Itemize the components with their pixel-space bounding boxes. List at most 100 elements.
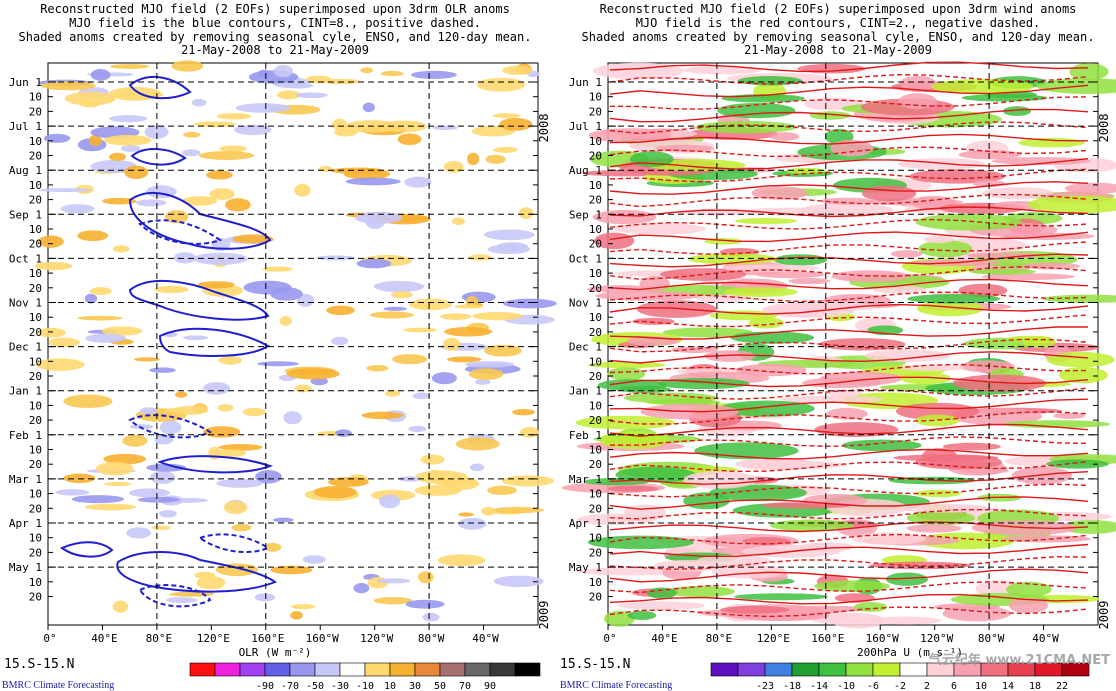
olr-anomaly-patch	[443, 161, 464, 173]
date-tick-label: Aug 1	[569, 164, 602, 177]
date-tick-label: 10	[589, 399, 602, 412]
olr-anomaly-patch	[397, 133, 422, 146]
wind-anomaly-patch	[915, 213, 1022, 231]
wind-anomaly-patch	[666, 585, 735, 598]
wind-anomaly-patch	[786, 167, 827, 175]
olr-anomaly-patch	[270, 565, 313, 575]
olr-anomaly-patch	[485, 154, 506, 164]
olr-anomaly-patch	[231, 523, 252, 532]
wind-anomaly-patch	[942, 605, 1012, 622]
olr-anomaly-patch	[196, 576, 226, 590]
wind-anomaly-patch	[923, 235, 955, 244]
colorbar-label: -10	[837, 681, 855, 691]
wind-anomaly-patch	[897, 503, 992, 513]
olr-anomaly-patch	[410, 70, 457, 79]
wind-longitude-axis: 0° 40°E 80°E 120°E 160°E 160°W 120°W 80°W 40°W	[603, 625, 1059, 645]
olr-anomaly-patch	[234, 124, 272, 136]
olr-anomaly-patch	[164, 210, 189, 224]
date-tick-label: 20	[29, 414, 42, 427]
colorbar-swatch	[339, 662, 366, 677]
date-tick-label: 10	[589, 576, 602, 589]
olr-title: Reconstructed MJO field (2 EOFs) superim…	[40, 2, 510, 16]
olr-anomaly-patch	[440, 313, 472, 320]
olr-anomaly-patch	[151, 525, 171, 530]
wind-anomaly-patch	[842, 439, 922, 452]
longitude-tick-label: 80°W	[418, 632, 445, 645]
mjo-wind-contour	[609, 253, 1089, 268]
date-tick-label: Apr 1	[9, 517, 42, 530]
wind-anomaly-patch	[587, 535, 694, 550]
olr-anomaly-patch	[90, 68, 111, 81]
colorbar-swatch	[289, 662, 316, 677]
olr-anomaly-patch	[175, 391, 188, 398]
olr-anomaly-patch	[154, 285, 189, 294]
olr-anomaly-patch	[203, 382, 231, 395]
date-tick-label: 10	[589, 267, 602, 280]
longitude-tick-label: 120°E	[757, 632, 790, 645]
olr-anomaly-patch	[273, 65, 294, 78]
wind-anomaly-patch	[966, 252, 1040, 259]
wind-anomaly-patch	[991, 157, 1091, 166]
olr-region-label: 15.S-15.N	[4, 657, 74, 672]
olr-anomaly-patch	[77, 315, 123, 321]
wind-anomaly-patch	[595, 290, 701, 301]
olr-anomaly-patch	[502, 298, 557, 309]
colorbar-label: -14	[810, 681, 828, 691]
olr-anomaly-patch	[223, 500, 248, 515]
olr-anomaly-patch	[326, 305, 355, 316]
date-tick-label: Jul 1	[569, 120, 602, 133]
wind-anomaly-patch	[814, 580, 890, 592]
wind-anomaly-patch	[915, 414, 960, 427]
wind-anomaly-patch	[872, 285, 926, 294]
olr-anomaly-patch	[209, 188, 235, 201]
olr-anomaly-patch	[369, 311, 414, 319]
mjo-wind-contour	[609, 326, 1088, 340]
olr-anomaly-patch	[40, 81, 96, 91]
longitude-tick-label: 160°E	[811, 632, 844, 645]
olr-anomaly-patch	[390, 291, 413, 299]
colorbar-swatch	[764, 662, 793, 677]
olr-anomaly-patch	[481, 506, 497, 516]
olr-anomaly-patch	[171, 60, 204, 72]
date-tick-label: Jun 1	[569, 76, 602, 89]
wind-anomaly-patch	[607, 367, 646, 381]
olr-anomaly-patch	[101, 326, 143, 336]
date-tick-label: Sep 1	[9, 208, 42, 221]
olr-anomaly-patch	[294, 384, 312, 393]
colorbar-label: 70	[459, 681, 471, 691]
wind-anomaly-patch	[696, 555, 771, 567]
wind-panel-titles: Reconstructed MJO field (2 EOFs) superim…	[582, 2, 1095, 57]
wind-anomaly-patch	[760, 501, 852, 509]
colorbar-swatch	[872, 662, 901, 677]
mjo-wind-contour	[609, 448, 1089, 460]
date-tick-label: 20	[29, 194, 42, 207]
date-tick-label: 20	[589, 458, 602, 471]
wind-mjo-contours	[609, 61, 1089, 618]
olr-anomaly-patch	[442, 337, 461, 351]
colorbar-label: -70	[281, 681, 299, 691]
longitude-tick-label: 160°W	[306, 632, 339, 645]
olr-anomaly-patch	[353, 583, 370, 594]
colorbar-label: -30	[331, 681, 349, 691]
wind-anomaly-patch	[617, 601, 706, 610]
date-tick-label: 20	[589, 546, 602, 559]
wind-region-label: 15.S-15.N	[560, 657, 630, 672]
colorbar-label: 10	[384, 681, 396, 691]
mjo-wind-contour	[609, 521, 1089, 533]
date-tick-label: 10	[589, 179, 602, 192]
date-tick-label: 10	[29, 444, 42, 457]
wind-anomaly-patch	[1002, 106, 1032, 117]
olr-subtitle-2: Shaded anoms created by removing seasona…	[19, 30, 532, 44]
colorbar-swatch	[239, 662, 266, 677]
date-tick-label: 20	[589, 282, 602, 295]
wind-anomaly-patch	[869, 561, 971, 570]
olr-anomaly-patch	[165, 597, 198, 603]
olr-anomaly-patch	[501, 475, 555, 487]
date-tick-label: 20	[589, 370, 602, 383]
wind-subtitle-2: Shaded anoms created by removing seasona…	[582, 30, 1095, 44]
date-tick-label: May 1	[9, 561, 42, 574]
wind-anomaly-patch	[861, 185, 917, 202]
wind-anomaly-patch	[908, 169, 1006, 184]
date-tick-label: 10	[589, 532, 602, 545]
